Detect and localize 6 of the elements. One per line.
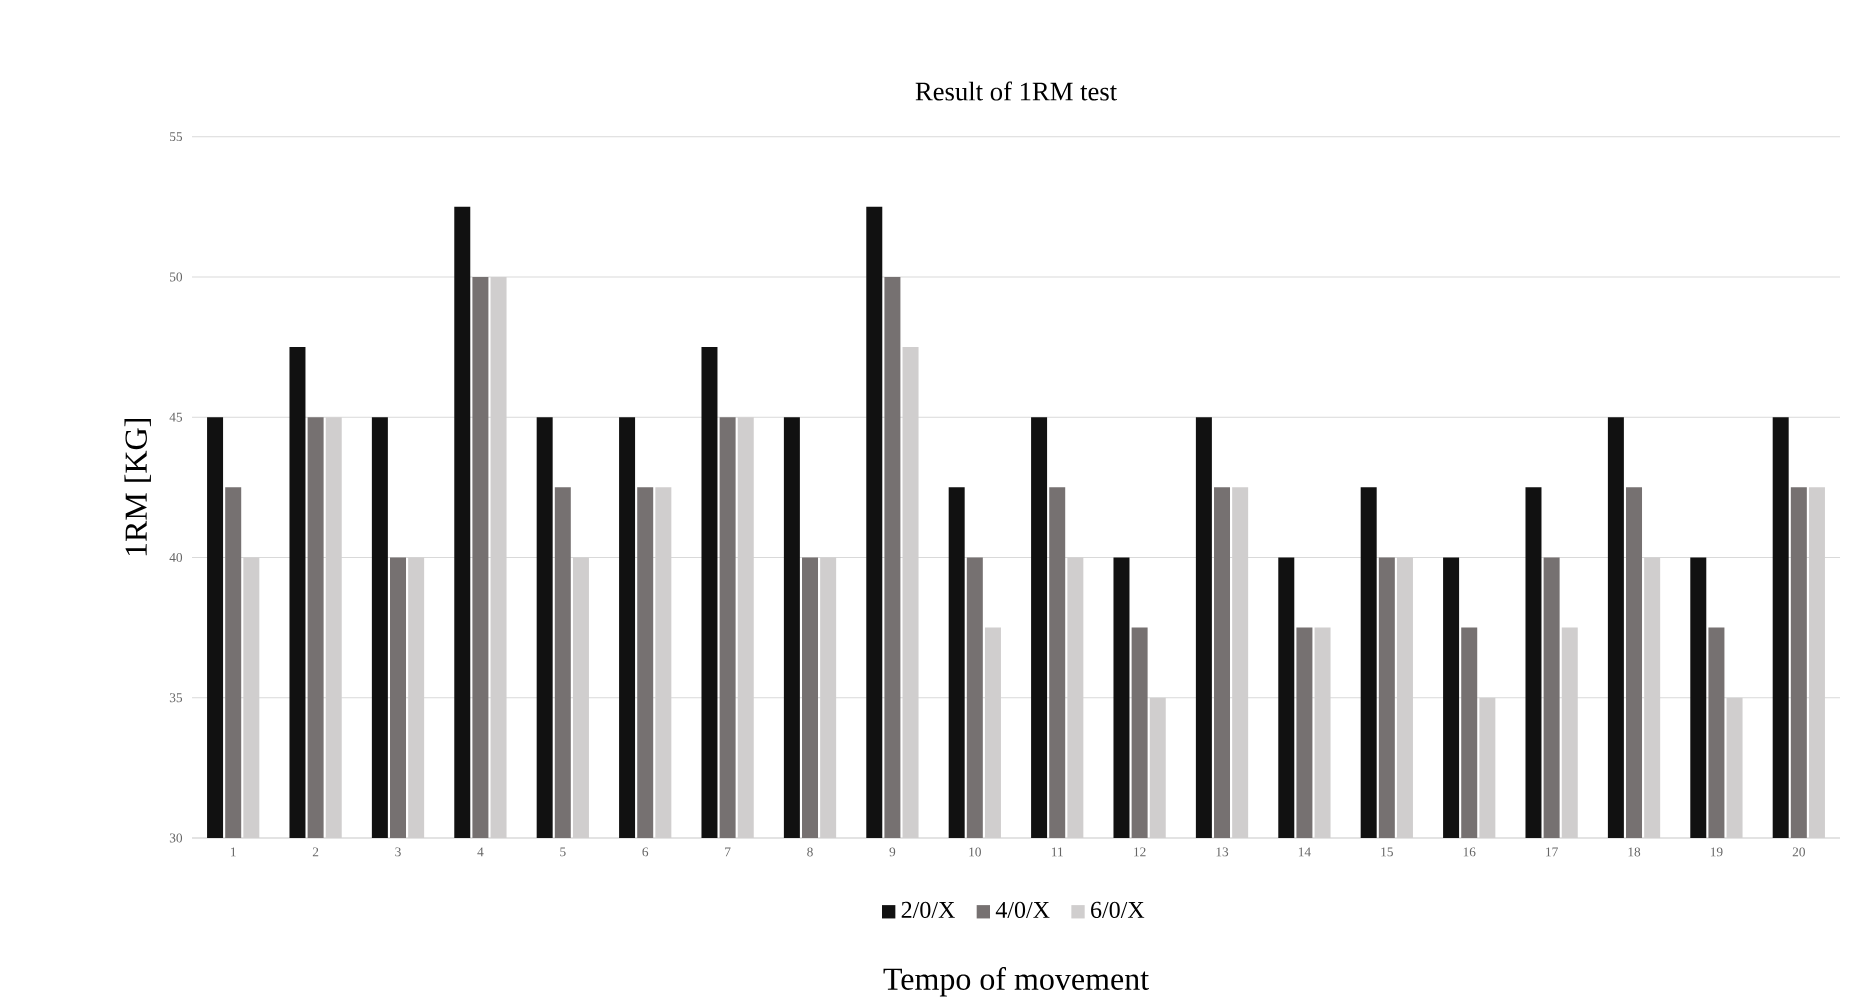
x-axis-title: Tempo of movement — [883, 967, 1149, 997]
legend-label: 6/0/X — [1091, 901, 1145, 919]
legend-label: 2/0/X — [901, 901, 955, 919]
legend-label: 4/0/X — [995, 901, 1050, 919]
y-axis-title: 1RM [KG] — [124, 419, 151, 556]
chart-title: Result of 1RM test — [915, 81, 1117, 101]
